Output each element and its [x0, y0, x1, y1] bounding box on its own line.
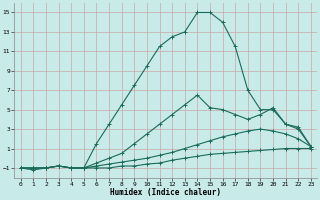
X-axis label: Humidex (Indice chaleur): Humidex (Indice chaleur)	[110, 188, 221, 197]
